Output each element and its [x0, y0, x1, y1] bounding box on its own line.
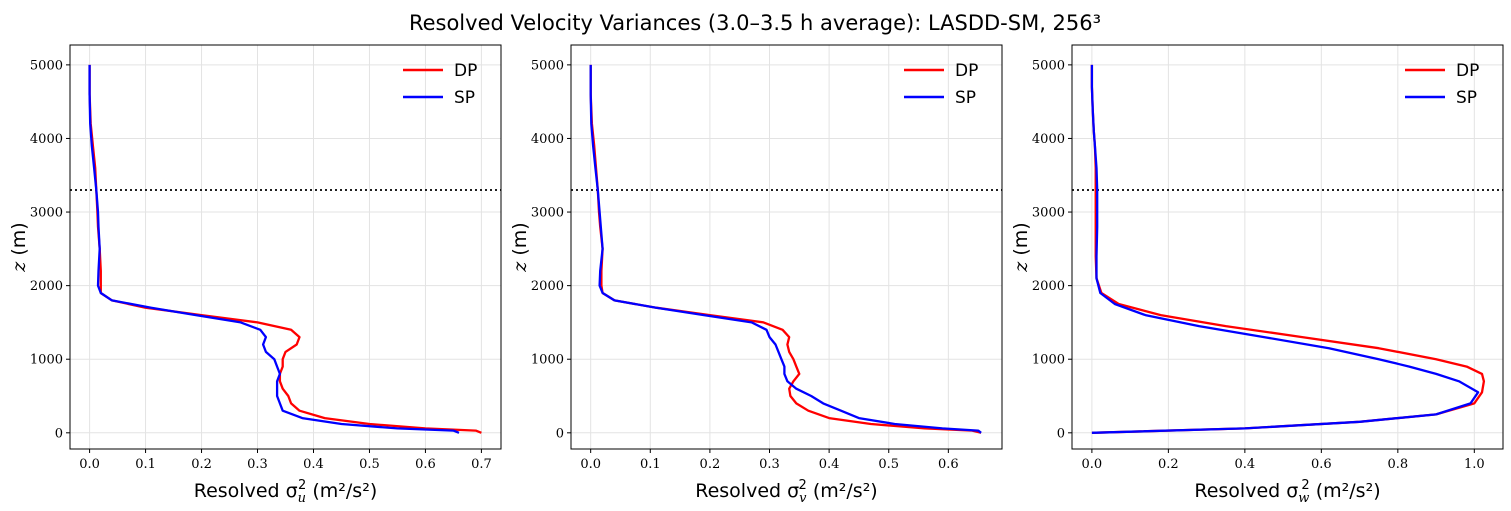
y-tick-label: 2000	[30, 279, 63, 294]
legend-label-sp: SP	[1456, 88, 1477, 108]
x-tick-label: 0.6	[938, 457, 959, 472]
x-tick-label: 0.5	[878, 457, 899, 472]
x-tick-label: 0.3	[759, 457, 780, 472]
legend-label-dp: DP	[955, 61, 978, 81]
x-tick-label: 0.7	[471, 457, 492, 472]
y-tick-label: 1000	[1032, 353, 1065, 368]
x-tick-label: 0.6	[415, 457, 436, 472]
y-tick-label: 5000	[531, 58, 564, 73]
chart-panel-1: 0.0 0.1 0.2 0.3 0.4 0.5 0.6 0.7 0 1000 2000 3000 400…	[8, 44, 502, 506]
legend: DP SP	[904, 61, 978, 108]
legend-label-sp: SP	[454, 88, 475, 108]
y-tick-label: 3000	[531, 206, 564, 221]
x-tick-label: 0.5	[359, 457, 380, 472]
x-tick-label: 0.0	[580, 457, 601, 472]
x-tick-label: 0.8	[1387, 457, 1408, 472]
y-axis-label: z (m)	[8, 222, 30, 272]
y-tick-label: 2000	[1032, 279, 1065, 294]
series-line-dp	[1090, 64, 1486, 434]
chart-panel-2: 0.0 0.1 0.2 0.3 0.4 0.5 0.6 0 1000 2000 3000 4000 50…	[509, 44, 1003, 506]
x-tick-label: 0.1	[640, 457, 661, 472]
legend-label-dp: DP	[454, 61, 477, 81]
series-line-sp	[589, 64, 982, 434]
x-tick-label: 0.3	[247, 457, 268, 472]
series-line-dp	[88, 64, 482, 434]
y-tick-label: 4000	[531, 132, 564, 147]
y-tick-label: 0	[1057, 426, 1065, 441]
x-axis-label: Resolved σv2 (m²/s²)	[695, 478, 877, 506]
y-tick-label: 3000	[30, 206, 63, 221]
x-tick-label: 0.0	[79, 457, 100, 472]
x-axis-label: Resolved σw2 (m²/s²)	[1194, 478, 1380, 506]
x-tick-label: 0.4	[303, 457, 324, 472]
y-tick-label: 4000	[30, 132, 63, 147]
legend-label-sp: SP	[955, 88, 976, 108]
x-tick-label: 0.2	[1158, 457, 1179, 472]
y-tick-label: 5000	[30, 58, 63, 73]
y-tick-label: 1000	[30, 353, 63, 368]
panels: 0.0 0.1 0.2 0.3 0.4 0.5 0.6 0.7 0 1000 2000 3000 400…	[8, 44, 1504, 506]
x-tick-label: 0.4	[819, 457, 840, 472]
y-tick-label: 4000	[1032, 132, 1065, 147]
plot-frame	[1071, 44, 1504, 450]
chart-panel-3: 0.0 0.2 0.4 0.6 0.8 1.0 0 1000 2000 3000 4000 5000 R…	[1010, 44, 1504, 506]
y-tick-label: 2000	[531, 279, 564, 294]
y-tick-label: 5000	[1032, 58, 1065, 73]
x-tick-label: 1.0	[1464, 457, 1485, 472]
y-axis-label: z (m)	[509, 222, 531, 272]
legend: DP SP	[403, 61, 477, 108]
x-tick-label: 0.0	[1082, 457, 1103, 472]
y-tick-label: 0	[556, 426, 564, 441]
y-tick-label: 0	[55, 426, 63, 441]
series-line-sp	[1090, 64, 1480, 434]
x-axis-label: Resolved σu2 (m²/s²)	[194, 478, 378, 506]
y-axis-label: z (m)	[1010, 222, 1032, 272]
x-tick-label: 0.2	[191, 457, 212, 472]
x-tick-label: 0.6	[1311, 457, 1332, 472]
plot-frame	[570, 44, 1003, 450]
y-tick-label: 1000	[531, 353, 564, 368]
x-tick-label: 0.1	[135, 457, 156, 472]
x-tick-label: 0.4	[1235, 457, 1256, 472]
x-tick-label: 0.2	[700, 457, 721, 472]
legend: DP SP	[1405, 61, 1479, 108]
series-line-sp	[88, 64, 460, 434]
plot-frame	[69, 44, 502, 450]
y-tick-label: 3000	[1032, 206, 1065, 221]
legend-label-dp: DP	[1456, 61, 1479, 81]
figure-title: Resolved Velocity Variances (3.0–3.5 h a…	[409, 11, 1101, 35]
